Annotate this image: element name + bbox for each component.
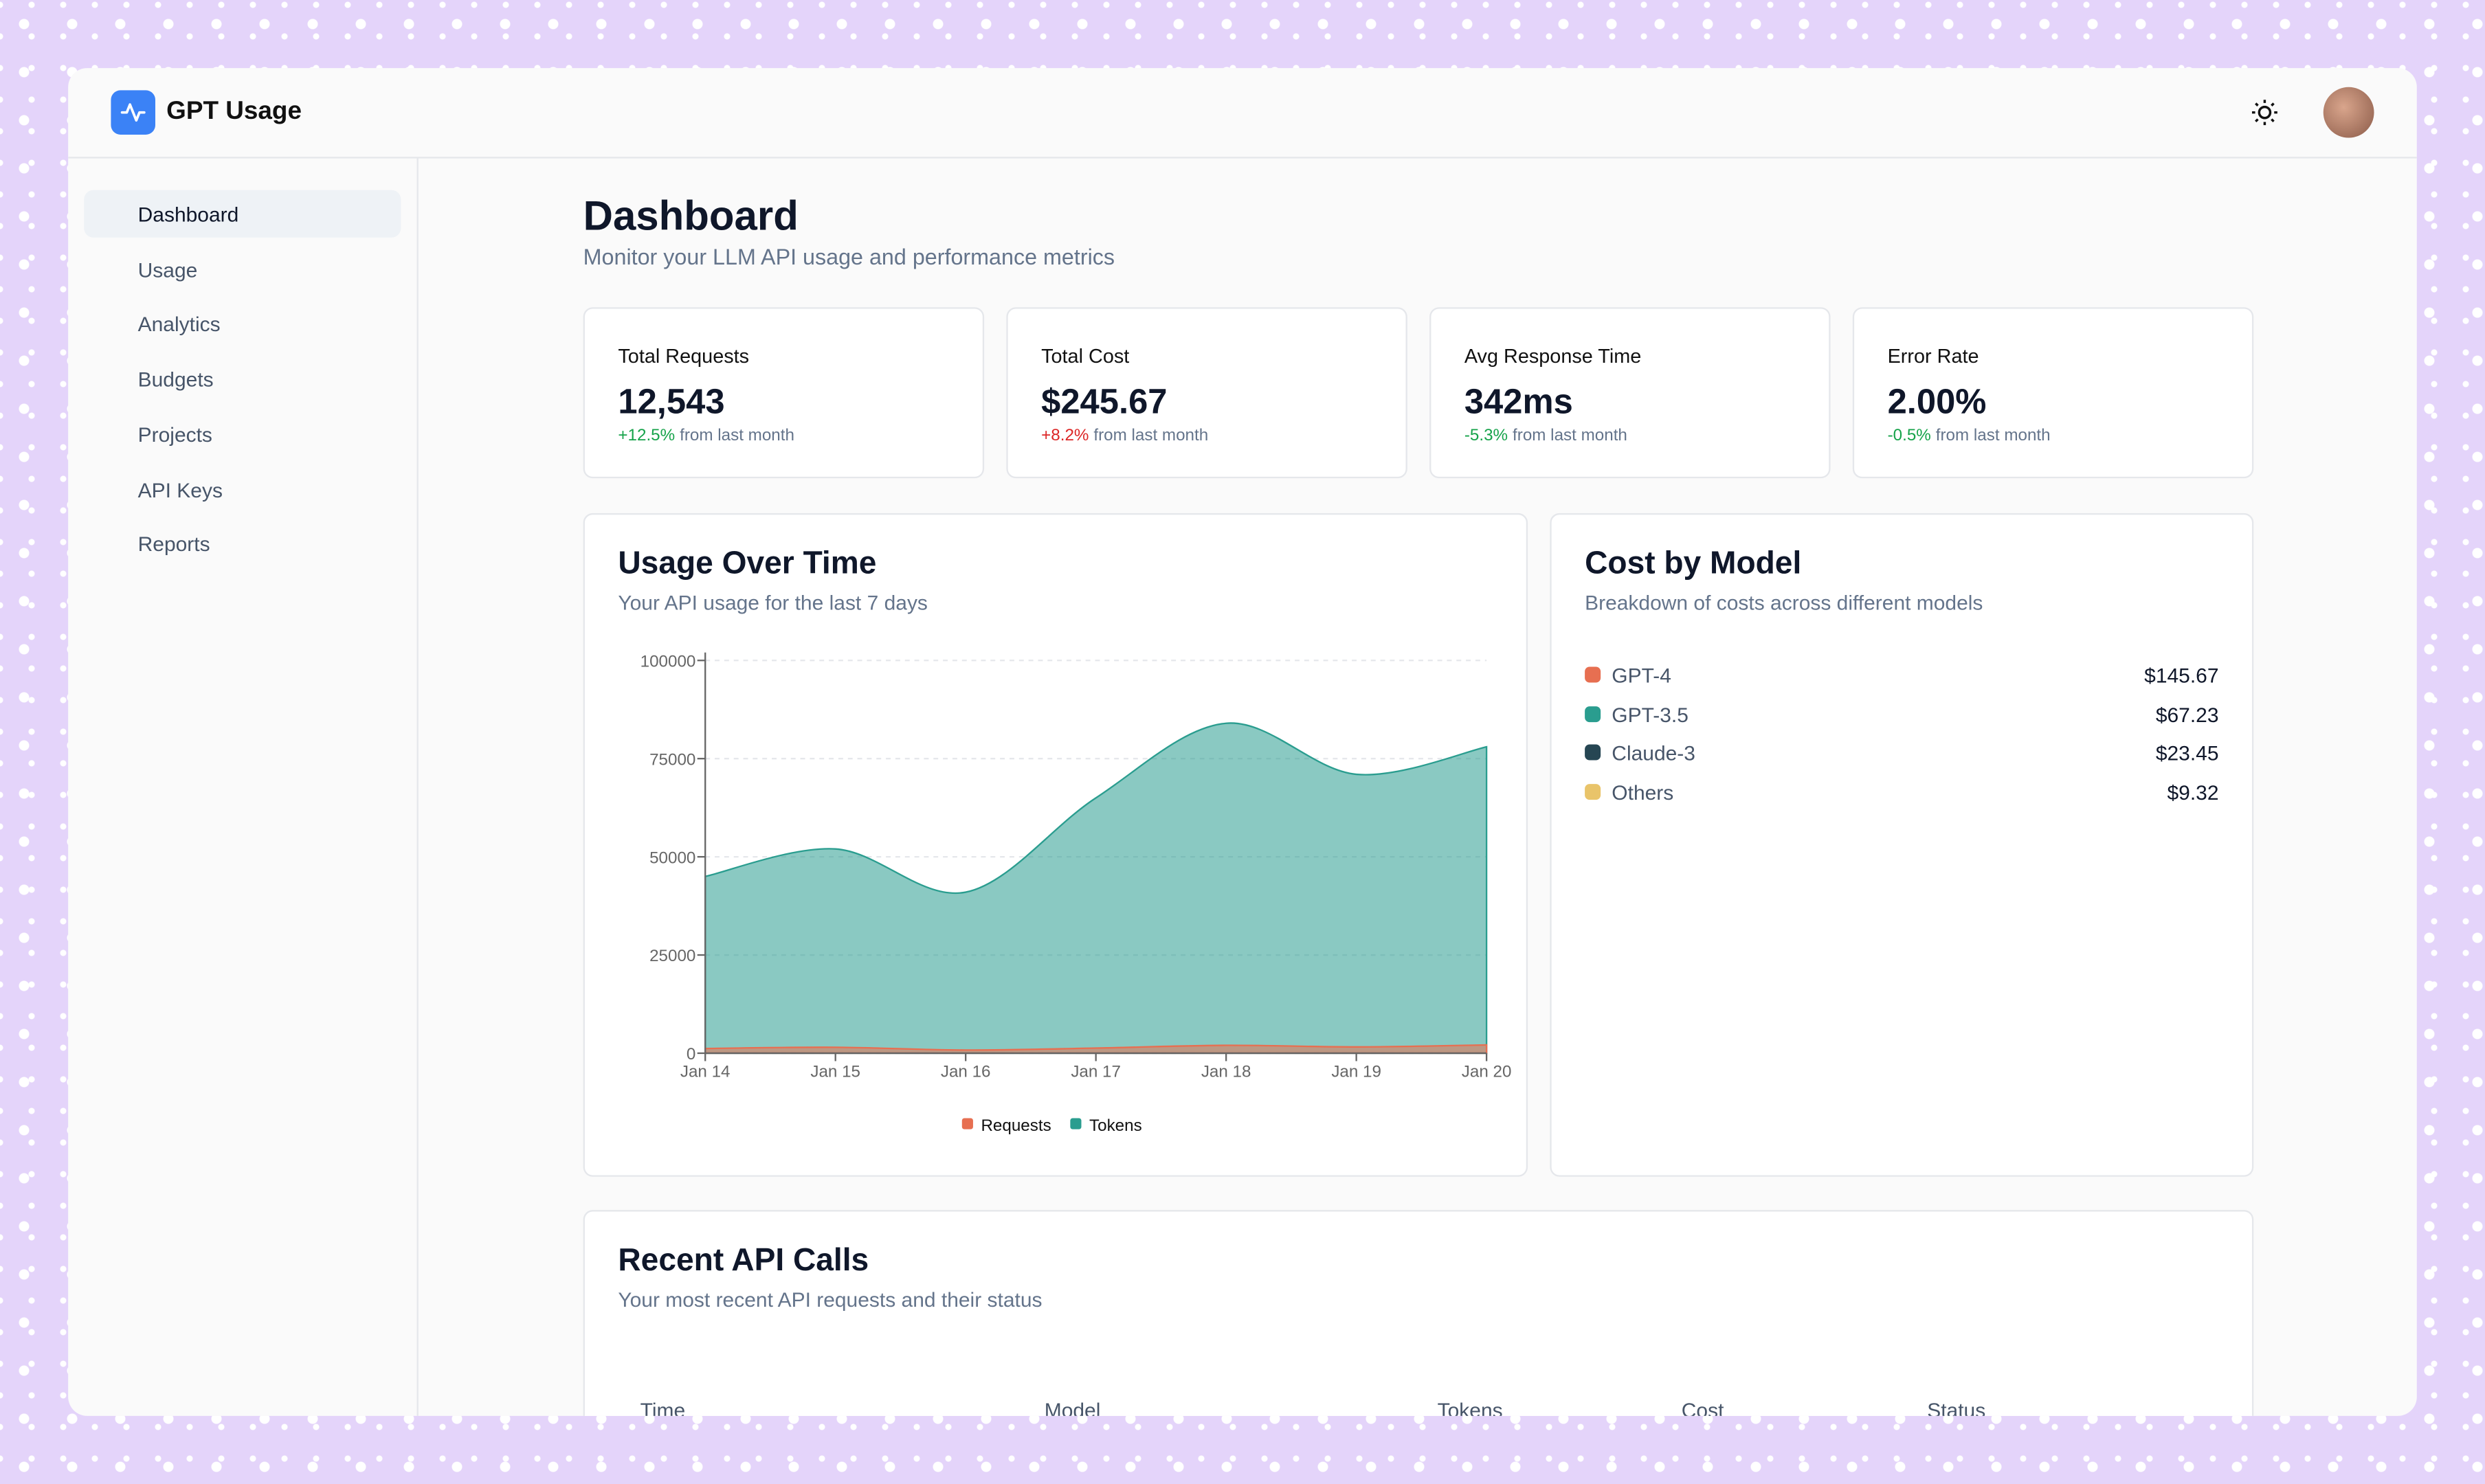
top-bar (68, 68, 2417, 159)
nav-item[interactable]: Projects (84, 410, 401, 458)
stat-label: Total Cost (1041, 345, 1130, 368)
x-tick-label: Jan 15 (810, 1063, 860, 1081)
model-cost: $145.67 (2144, 663, 2219, 688)
model-name: Others (1612, 780, 1674, 804)
card-subtitle: Breakdown of costs across different mode… (1585, 590, 1983, 615)
area (704, 722, 1488, 1055)
stat-change: -0.5% (1887, 426, 1931, 445)
column-header: Tokens (1437, 1398, 1503, 1416)
app-window: GPT Usage Dashboard Usage Analytics Budgets… (68, 68, 2417, 1416)
nav-label: Analytics (137, 313, 221, 337)
page-title: Dashboard (583, 191, 799, 240)
page-subtitle: Monitor your LLM API usage and performan… (583, 244, 1115, 269)
model-swatch (1585, 666, 1601, 683)
x-tick-label: Jan 20 (1462, 1063, 1512, 1081)
legend-swatch (1070, 1118, 1082, 1129)
y-tick-label: 25000 (649, 947, 695, 965)
stat-change: -5.3% (1464, 426, 1508, 445)
nav-item[interactable]: API Keys (84, 465, 401, 513)
avatar[interactable] (2323, 87, 2374, 138)
cost-card: Cost by Model Breakdown of costs across … (1550, 513, 2254, 1177)
nav-label: Projects (137, 423, 212, 447)
x-tick-label: Jan 18 (1201, 1063, 1251, 1081)
model-name: GPT-3.5 (1612, 702, 1689, 726)
nav-label: Reports (137, 532, 210, 556)
card-subtitle: Your most recent API requests and their … (618, 1288, 1043, 1312)
stat-value: 12,543 (618, 381, 725, 422)
usage-chart: 0 25000 50000 75000 100000 Jan 14 Jan 15 Jan 16… (640, 652, 1512, 1135)
stat-note: from last month (1093, 426, 1209, 445)
stat-value: $245.67 (1041, 381, 1168, 422)
model-swatch (1585, 744, 1601, 761)
nav-item[interactable]: Analytics (84, 300, 401, 348)
model-name: Claude-3 (1612, 741, 1695, 765)
x-tick-label: Jan 16 (941, 1063, 991, 1081)
x-tick-label: Jan 19 (1331, 1063, 1381, 1081)
logo (111, 90, 155, 135)
stat-value: 2.00% (1887, 381, 1987, 422)
y-tick-label: 100000 (640, 652, 696, 671)
stat-label: Avg Response Time (1464, 345, 1642, 368)
nav-item[interactable]: Dashboard (84, 190, 401, 238)
legend-swatch (961, 1118, 973, 1129)
card-title: Recent API Calls (618, 1243, 869, 1279)
nav-item[interactable]: Budgets (84, 355, 401, 403)
theme-toggle[interactable] (2251, 98, 2280, 126)
card-subtitle: Your API usage for the last 7 days (618, 590, 928, 615)
nav-label: Usage (137, 258, 198, 282)
x-tick-label: Jan 14 (680, 1063, 731, 1081)
nav-label: Dashboard (137, 203, 239, 227)
model-swatch (1585, 783, 1601, 799)
nav-item[interactable]: Usage (84, 245, 401, 293)
card-title: Cost by Model (1585, 546, 1802, 582)
model-cost: $67.23 (2155, 702, 2219, 726)
legend-label: Tokens (1089, 1116, 1142, 1135)
stat-card: Avg Response Time 342ms -5.3% from last mon… (1429, 307, 1831, 479)
model-cost: $9.32 (2167, 780, 2219, 804)
column-header: Model (1044, 1398, 1101, 1416)
recent-card: Recent API Calls Your most recent API re… (583, 1210, 2254, 1416)
stat-label: Total Requests (618, 345, 750, 368)
legend-label: Requests (981, 1116, 1051, 1135)
card-title: Usage Over Time (618, 546, 877, 582)
stat-change: +8.2% (1041, 426, 1089, 445)
y-tick-label: 0 (687, 1045, 695, 1064)
model-swatch (1585, 705, 1601, 722)
area (704, 1044, 1488, 1055)
stat-card: Total Requests 12,543 +12.5% from last mont… (583, 307, 985, 479)
model-name: GPT-4 (1612, 663, 1671, 688)
stat-note: from last month (1935, 426, 2051, 445)
column-header: Time (640, 1398, 686, 1416)
model-cost: $23.45 (2155, 741, 2219, 765)
stat-change: +12.5% (618, 426, 676, 445)
column-header: Cost (1681, 1398, 1724, 1416)
stat-card: Error Rate 2.00% -0.5% from last month (1852, 307, 2254, 479)
nav-item[interactable]: Reports (84, 520, 401, 567)
stat-note: from last month (1513, 426, 1627, 445)
nav-label: API Keys (137, 477, 223, 502)
stat-label: Error Rate (1887, 345, 1979, 368)
logo-icon (120, 103, 146, 122)
y-tick-label: 75000 (649, 750, 695, 769)
nav-label: Budgets (137, 368, 214, 392)
app-title: GPT Usage (166, 98, 302, 126)
column-header: Status (1927, 1398, 1986, 1416)
sidebar (68, 158, 419, 1416)
stat-note: from last month (680, 426, 794, 445)
stat-card: Total Cost $245.67 +8.2% from last month (1006, 307, 1407, 479)
stat-value: 342ms (1464, 381, 1573, 422)
x-tick-label: Jan 17 (1071, 1063, 1121, 1081)
y-tick-label: 50000 (649, 848, 695, 867)
